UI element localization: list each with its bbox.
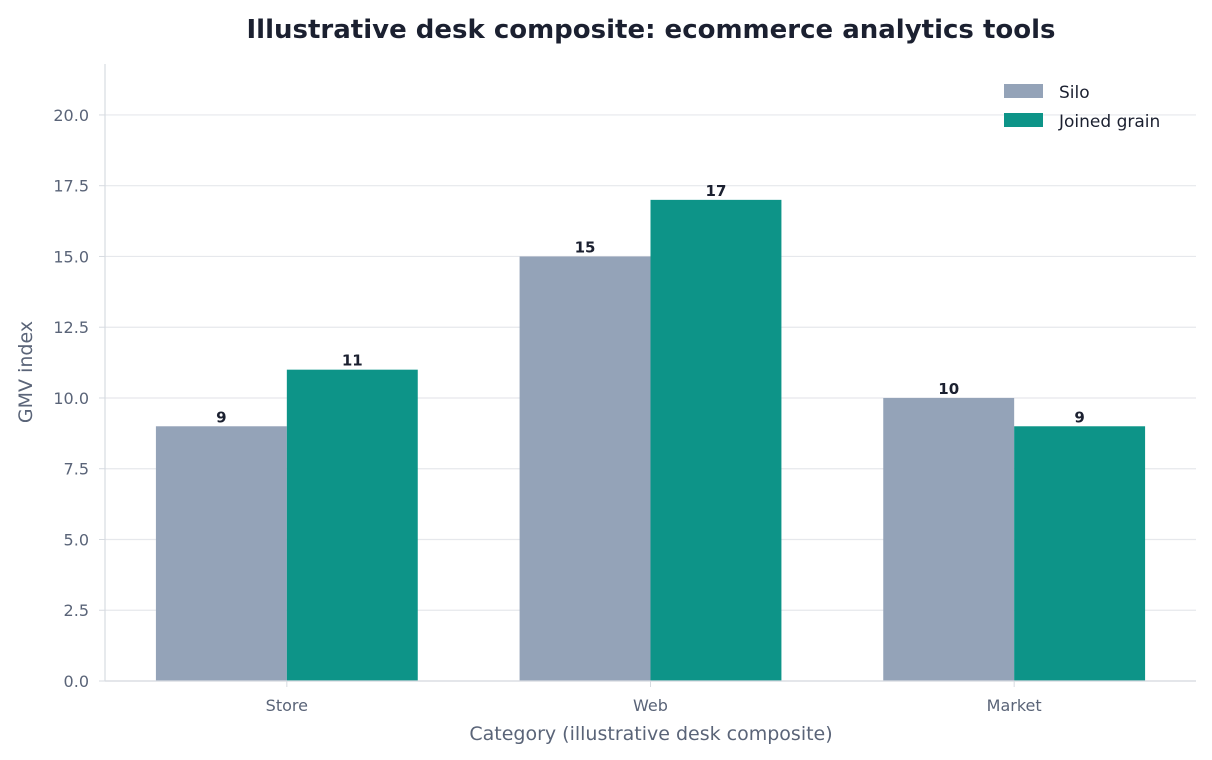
x-tick-label: Store [266,696,308,715]
legend-label: Silo [1059,83,1090,103]
y-tick-label: 17.5 [53,177,89,196]
data-label: 15 [575,238,596,256]
y-tick-label: 15.0 [53,247,89,266]
bar-joined-grain [650,199,782,681]
data-label: 10 [938,380,959,398]
data-label: 17 [706,182,727,200]
bar-silo [883,397,1015,681]
labels: 0.0 2.5 5.0 7.5 10.0 12.5 15.0 17.5 20.0 Store 9 11… [53,106,1084,715]
legend-label: Joined grain [1058,112,1160,132]
y-tick-label: 5.0 [64,530,89,549]
y-tick-label: 2.5 [64,601,89,620]
bar-silo [519,256,651,681]
x-tick-label: Web [633,696,668,715]
y-tick-label: 7.5 [64,460,89,479]
data-label: 9 [1074,408,1084,426]
bar-joined-grain [1014,426,1146,681]
y-tick-label: 12.5 [53,318,89,337]
bar-joined-grain [286,369,418,681]
data-label: 11 [342,352,363,370]
y-tick-label: 10.0 [53,389,89,408]
y-tick-label: 0.0 [64,672,89,691]
data-label: 9 [216,408,226,426]
legend-swatch [1004,84,1043,98]
y-tick-label: 20.0 [53,106,89,125]
x-axis-label: Category (illustrative desk composite) [469,723,832,745]
x-tick-label: Market [987,696,1042,715]
axes [99,64,1196,687]
legend: Silo Joined grain [1004,83,1160,132]
chart-title: Illustrative desk composite: ecommerce a… [247,15,1056,45]
legend-swatch [1004,113,1043,127]
bar-silo [155,426,287,681]
y-axis-label: GMV index [15,321,37,423]
bars [155,199,1146,681]
